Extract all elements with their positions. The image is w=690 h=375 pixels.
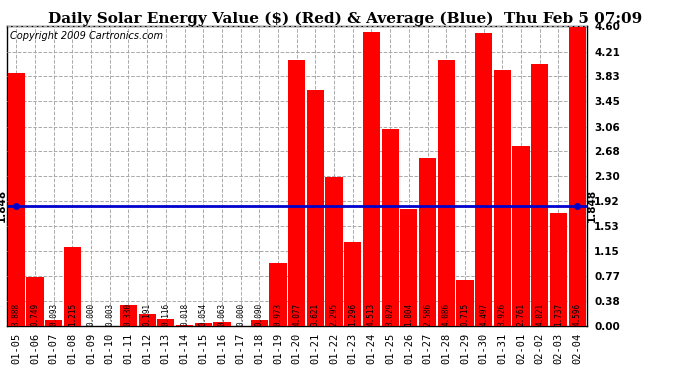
Text: 2.295: 2.295: [330, 303, 339, 326]
Text: 3.926: 3.926: [498, 303, 507, 326]
Bar: [382, 129, 399, 326]
Text: 1.296: 1.296: [348, 303, 357, 326]
Bar: [344, 242, 362, 326]
Text: 1.215: 1.215: [68, 303, 77, 326]
Bar: [419, 158, 436, 326]
Text: Copyright 2009 Cartronics.com: Copyright 2009 Cartronics.com: [10, 31, 163, 41]
Bar: [176, 325, 193, 326]
Text: 0.000: 0.000: [236, 303, 245, 326]
Bar: [494, 70, 511, 326]
Bar: [437, 60, 455, 326]
Text: 0.330: 0.330: [124, 303, 133, 326]
Bar: [513, 146, 530, 326]
Text: 4.077: 4.077: [292, 303, 302, 326]
Bar: [139, 314, 156, 326]
Text: 2.761: 2.761: [517, 303, 526, 326]
Text: 4.086: 4.086: [442, 303, 451, 326]
Text: 4.596: 4.596: [573, 303, 582, 326]
Text: 0.973: 0.973: [273, 303, 282, 326]
Bar: [363, 32, 380, 326]
Text: 0.063: 0.063: [217, 303, 226, 326]
Bar: [8, 73, 25, 326]
Text: 4.021: 4.021: [535, 303, 544, 326]
Text: 0.715: 0.715: [460, 303, 469, 326]
Bar: [326, 177, 343, 326]
Text: 0.003: 0.003: [106, 303, 115, 326]
Bar: [120, 305, 137, 326]
Bar: [400, 209, 417, 326]
Bar: [157, 319, 175, 326]
Text: 0.093: 0.093: [49, 303, 58, 326]
Bar: [456, 280, 473, 326]
Bar: [213, 322, 230, 326]
Bar: [550, 213, 567, 326]
Text: 0.749: 0.749: [30, 303, 39, 326]
Text: 4.497: 4.497: [479, 303, 488, 326]
Bar: [195, 323, 212, 326]
Bar: [250, 320, 268, 326]
Text: 0.116: 0.116: [161, 303, 170, 326]
Bar: [26, 278, 43, 326]
Text: 3.029: 3.029: [386, 303, 395, 326]
Bar: [45, 320, 62, 326]
Bar: [531, 64, 549, 326]
Text: 1.737: 1.737: [554, 303, 563, 326]
Text: 0.090: 0.090: [255, 303, 264, 326]
Bar: [569, 27, 586, 326]
Text: 0.054: 0.054: [199, 303, 208, 326]
Text: 3.621: 3.621: [311, 303, 320, 326]
Text: 2.586: 2.586: [423, 303, 432, 326]
Bar: [307, 90, 324, 326]
Text: 4.513: 4.513: [367, 303, 376, 326]
Text: 0.018: 0.018: [180, 303, 189, 326]
Bar: [269, 263, 286, 326]
Text: 1.804: 1.804: [404, 303, 413, 326]
Bar: [63, 247, 81, 326]
Bar: [475, 33, 492, 326]
Text: Daily Solar Energy Value ($) (Red) & Average (Blue)  Thu Feb 5 07:09: Daily Solar Energy Value ($) (Red) & Ave…: [48, 11, 642, 26]
Text: 1.848: 1.848: [586, 189, 596, 222]
Text: 0.000: 0.000: [86, 303, 95, 326]
Text: 1.848: 1.848: [0, 189, 7, 222]
Text: 0.191: 0.191: [143, 303, 152, 326]
Text: 3.888: 3.888: [12, 303, 21, 326]
Bar: [288, 60, 305, 326]
